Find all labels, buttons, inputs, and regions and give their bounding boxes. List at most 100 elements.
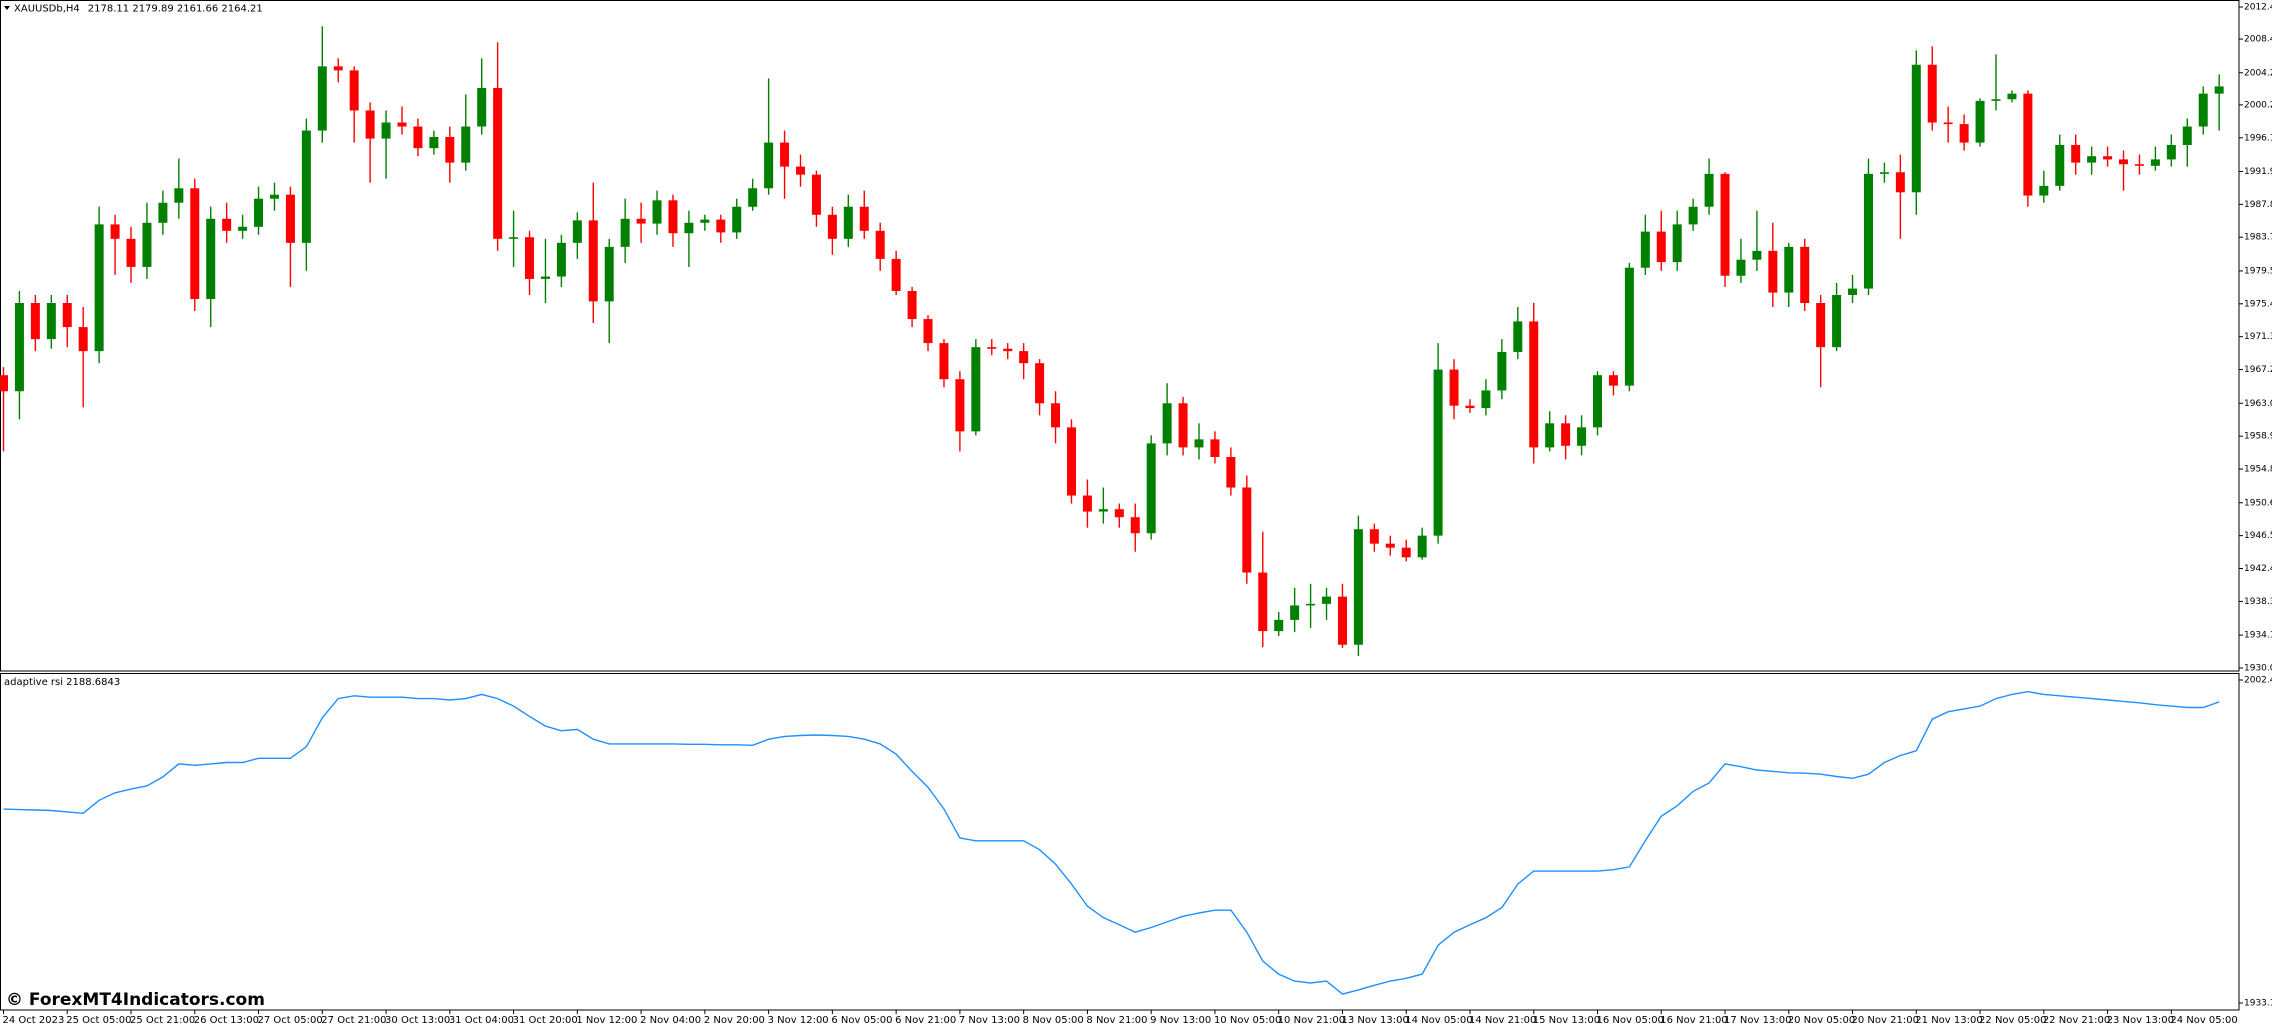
- candle-body: [206, 218, 216, 299]
- candle-body: [1178, 403, 1188, 448]
- candle-body: [14, 303, 24, 392]
- candle-body: [1449, 369, 1459, 406]
- candle-body: [285, 194, 295, 243]
- candle-body: [1513, 321, 1523, 352]
- candle-body: [2103, 156, 2113, 160]
- candle-body: [1194, 439, 1204, 448]
- candle-body: [190, 188, 200, 299]
- watermark: © ForexMT4Indicators.com: [6, 990, 265, 1010]
- candle-body: [509, 237, 519, 239]
- candle-body: [2039, 185, 2049, 196]
- candle-body: [843, 206, 853, 239]
- ohlc-label: 2178.11 2179.89 2161.66 2164.21: [88, 4, 263, 15]
- candle-body: [1274, 619, 1284, 632]
- candle-body: [1529, 321, 1539, 448]
- candle-body: [2182, 126, 2192, 145]
- indicator-title: adaptive rsi 2188.6843: [4, 677, 120, 688]
- candle-body: [30, 303, 40, 340]
- candle-body: [301, 130, 311, 243]
- candle-body: [222, 218, 232, 231]
- symbol-header: XAUUSDb,H4 2178.11 2179.89 2161.66 2164.2…: [14, 4, 263, 15]
- candle-body: [1369, 529, 1379, 544]
- x-tick-label: 24 Nov 05:00: [2170, 1015, 2237, 1026]
- candle-body: [1114, 509, 1124, 518]
- candle-body: [2119, 159, 2129, 165]
- candle-body: [1752, 250, 1762, 260]
- x-tick-label: 8 Nov 05:00: [1023, 1015, 1084, 1026]
- y-tick-label: 2008.4: [2244, 35, 2272, 45]
- y-tick-label: 1950.6: [2244, 498, 2272, 508]
- x-tick-label: 24 Oct 2023: [3, 1015, 65, 1026]
- candle-body: [477, 88, 487, 127]
- candle-body: [2023, 93, 2033, 196]
- candle-body: [1768, 250, 1778, 293]
- candle-body: [987, 347, 997, 349]
- candle-body: [2007, 93, 2017, 100]
- menu-triangle[interactable]: [4, 6, 10, 10]
- candle-body: [365, 110, 375, 139]
- candle-body: [2087, 156, 2097, 163]
- x-tick-label: 30 Oct 13:00: [385, 1015, 450, 1026]
- candle-body: [397, 122, 407, 127]
- y-tick-label: 2002.4: [2244, 676, 2272, 686]
- candle-body: [1066, 427, 1076, 496]
- x-tick-label: 17 Nov 13:00: [1724, 1015, 1791, 1026]
- candle-body: [1720, 173, 1730, 276]
- x-tick-label: 16 Nov 21:00: [1660, 1015, 1727, 1026]
- candle-body: [238, 226, 248, 231]
- y-tick-label: 1934.1: [2244, 631, 2272, 641]
- x-tick-label: 23 Nov 13:00: [2107, 1015, 2174, 1026]
- y-tick-label: 1971.3: [2244, 332, 2272, 342]
- candle-body: [700, 219, 710, 223]
- candle-body: [2055, 144, 2065, 186]
- candle-body: [1162, 403, 1172, 444]
- candle-body: [1003, 348, 1013, 352]
- x-tick-label: 25 Oct 21:00: [130, 1015, 195, 1026]
- candle-body: [1911, 64, 1921, 193]
- candle-body: [1656, 231, 1666, 263]
- y-tick-label: 1930.0: [2244, 664, 2272, 674]
- x-tick-label: 10 Nov 21:00: [1278, 1015, 1345, 1026]
- candle-body: [891, 258, 901, 291]
- x-tick-label: 13 Nov 13:00: [1341, 1015, 1408, 1026]
- x-tick-label: 21 Nov 13:00: [1915, 1015, 1982, 1026]
- candle-body: [1927, 64, 1937, 123]
- candle-body: [604, 246, 614, 302]
- candle-body: [1035, 363, 1045, 404]
- candle-body: [572, 220, 582, 243]
- y-tick-label: 2012.4: [2244, 3, 2272, 13]
- x-tick-label: 20 Nov 05:00: [1788, 1015, 1855, 1026]
- candle-body: [1991, 99, 2001, 101]
- x-tick-label: 20 Nov 21:00: [1852, 1015, 1919, 1026]
- candle-body: [1019, 351, 1029, 364]
- candle-body: [971, 347, 981, 432]
- candle-body: [1258, 572, 1268, 632]
- candle-body: [2198, 93, 2208, 127]
- y-tick-label: 1996.1: [2244, 133, 2272, 143]
- candle-body: [78, 327, 88, 352]
- x-tick-label: 7 Nov 13:00: [959, 1015, 1020, 1026]
- candle-body: [652, 200, 662, 224]
- candle-body: [46, 303, 56, 340]
- candle-body: [1417, 535, 1427, 558]
- candle-body: [1353, 529, 1363, 645]
- candle-body: [445, 136, 455, 163]
- candle-body: [1577, 427, 1587, 446]
- candle-body: [1688, 206, 1698, 225]
- x-tick-label: 9 Nov 13:00: [1150, 1015, 1211, 1026]
- candle-body: [1736, 259, 1746, 276]
- candle-body: [62, 303, 72, 328]
- y-tick-label: 1991.9: [2244, 167, 2272, 177]
- candle-body: [2150, 159, 2160, 166]
- candle-body: [493, 88, 503, 239]
- candle-body: [620, 218, 630, 247]
- y-tick-label: 1933.1: [2244, 999, 2272, 1009]
- x-tick-label: 31 Oct 04:00: [449, 1015, 514, 1026]
- candle-body: [1943, 122, 1953, 125]
- candle-body: [1624, 267, 1634, 386]
- candle-body: [1863, 173, 1873, 289]
- candle-body: [126, 238, 136, 267]
- candle-body: [461, 126, 471, 163]
- y-tick-label: 2004.2: [2244, 68, 2272, 78]
